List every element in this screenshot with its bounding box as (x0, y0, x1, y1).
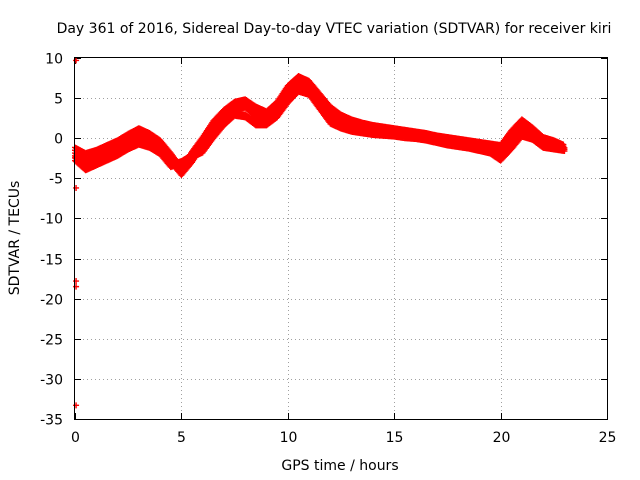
x-tick-label: 10 (280, 430, 298, 446)
data-point (561, 148, 568, 155)
y-tick-label: 10 (45, 52, 63, 68)
y-tick-label: -10 (40, 212, 63, 228)
x-tick-label: 25 (599, 430, 617, 446)
x-tick-label: 15 (386, 430, 404, 446)
y-tick-label: 5 (54, 92, 63, 108)
axis-ticks: 0 5 10 15 20 25 10 5 0 -5 -10 -15 -20 -25 -30 -35 (40, 52, 616, 447)
y-tick-label: -15 (40, 253, 63, 269)
outlier-point (73, 184, 80, 191)
x-tick-label: 0 (71, 430, 80, 446)
y-tick-label: -30 (40, 373, 63, 389)
grid-lines (75, 58, 607, 419)
x-axis-label: GPS time / hours (281, 458, 398, 474)
outlier-point (73, 402, 80, 409)
y-tick-label: -25 (40, 333, 63, 349)
data-point (560, 145, 567, 152)
y-tick-label: -5 (49, 172, 63, 188)
y-tick-label: -20 (40, 293, 63, 309)
plot-frame (74, 57, 608, 420)
outlier-point (73, 283, 80, 290)
data-points (72, 57, 568, 409)
y-axis-label: SDTVAR / TECUs (7, 181, 23, 296)
x-tick-label: 20 (493, 430, 511, 446)
y-tick-label: -35 (40, 413, 63, 429)
y-tick-label: 0 (54, 132, 63, 148)
chart-title: Day 361 of 2016, Sidereal Day-to-day VTE… (57, 21, 612, 37)
outlier-point (73, 278, 80, 285)
x-tick-label: 5 (177, 430, 186, 446)
